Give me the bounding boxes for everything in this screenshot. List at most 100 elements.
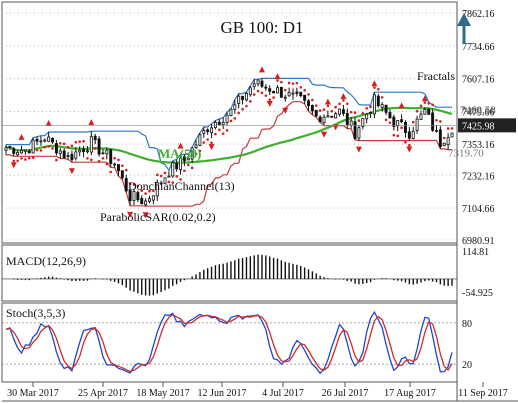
candle-body	[283, 96, 287, 99]
sar-dot	[117, 158, 120, 162]
fractal-down	[10, 162, 17, 169]
sar-dot	[353, 111, 357, 115]
fractal-down	[355, 146, 362, 153]
sar-dot	[249, 100, 252, 103]
sar-dot	[43, 145, 47, 149]
candle-body	[175, 163, 179, 170]
candle-body	[62, 150, 66, 159]
grid	[2, 12, 457, 241]
current-price-label: 7425.98	[462, 121, 495, 132]
candle-body	[97, 138, 101, 155]
sar-dot	[287, 81, 291, 85]
sar-dot	[39, 149, 43, 152]
sar-dot	[342, 99, 345, 102]
candle-body	[279, 86, 283, 98]
candle-body	[400, 119, 404, 123]
sar-dot	[198, 149, 202, 153]
candle-body	[372, 94, 376, 115]
sar-dot	[121, 164, 124, 168]
sar-dot	[295, 81, 299, 85]
candle-body	[16, 151, 20, 156]
candle-body	[326, 115, 330, 118]
stoch-tick-label: 80	[462, 319, 472, 330]
sar-dot	[252, 93, 256, 96]
sar-dot	[82, 139, 85, 143]
sar-dot	[291, 82, 295, 85]
candle-body	[151, 195, 155, 201]
sar-dot	[415, 109, 419, 113]
macd-label: MACD(12,26,9)	[6, 254, 86, 268]
fractal-up	[371, 80, 378, 87]
sar-dot	[361, 112, 365, 115]
stoch-k-line	[5, 310, 453, 375]
sar-dot	[12, 159, 16, 163]
sar-dot	[264, 94, 268, 97]
candle-body	[291, 92, 295, 95]
candle-body	[202, 130, 206, 134]
candle-body	[229, 108, 233, 116]
sar-dot	[62, 142, 66, 146]
sar-dot	[16, 159, 19, 163]
candle-body	[47, 136, 51, 142]
sar-dot	[435, 119, 438, 122]
candle-body	[23, 149, 27, 152]
candle-body	[442, 142, 446, 146]
sar-dot	[109, 170, 113, 174]
sar-dot	[442, 136, 446, 140]
candle-body	[78, 149, 82, 153]
candle-body	[74, 151, 78, 159]
candle-body	[233, 104, 237, 110]
fractal-down	[127, 211, 134, 218]
candle-body	[365, 113, 369, 120]
x-tick-label: 12 Jun 2017	[198, 388, 247, 399]
stochastic	[2, 310, 457, 375]
sar-dot	[326, 104, 330, 108]
candle-body	[4, 147, 8, 151]
fractal-down	[282, 107, 289, 114]
candle-body	[120, 170, 124, 178]
sar-dot	[373, 86, 376, 89]
sar-dot	[214, 132, 217, 136]
sar-dot	[276, 79, 279, 82]
candle-body	[241, 95, 245, 100]
sar-dot	[283, 88, 287, 92]
price-tick-label: 7479.66	[462, 108, 495, 119]
candle-body	[423, 108, 427, 115]
sar-dot	[439, 120, 442, 123]
candle-body	[341, 109, 345, 114]
sar-dot	[175, 175, 178, 178]
candle-body	[237, 95, 241, 104]
sar-dot	[167, 180, 171, 184]
sar-dot	[159, 174, 163, 178]
current-price-badge	[458, 118, 516, 133]
candle-body	[345, 113, 349, 126]
sar-dot	[152, 189, 155, 193]
fractal-up	[398, 102, 405, 109]
candle-body	[124, 178, 128, 192]
sar-dot	[105, 162, 109, 166]
sar-dot	[86, 157, 89, 160]
candle-body	[210, 127, 214, 134]
x-tick-label: 30 Mar 2017	[7, 388, 59, 399]
fractal-up	[177, 142, 184, 149]
sar-dot	[221, 132, 225, 135]
sar-dot	[136, 184, 140, 188]
candle-body	[380, 104, 384, 108]
candle-body	[213, 121, 217, 128]
price-tick-label: 7734.66	[462, 42, 495, 53]
candle-body	[446, 137, 450, 146]
sar-dot	[377, 87, 380, 91]
x-tick-label: 25 Apr 2017	[78, 388, 128, 399]
fractal-up	[258, 66, 265, 73]
candle-body	[117, 164, 120, 172]
sar-dot	[47, 145, 50, 148]
candle-body	[361, 118, 365, 127]
candle-body	[39, 140, 43, 143]
fractal-down	[142, 212, 149, 219]
candle-body	[198, 134, 202, 146]
candle-body	[349, 120, 353, 126]
sar-dot	[241, 107, 244, 111]
fractal-down	[208, 144, 215, 151]
lower-price-label: 7319.70	[448, 148, 484, 160]
